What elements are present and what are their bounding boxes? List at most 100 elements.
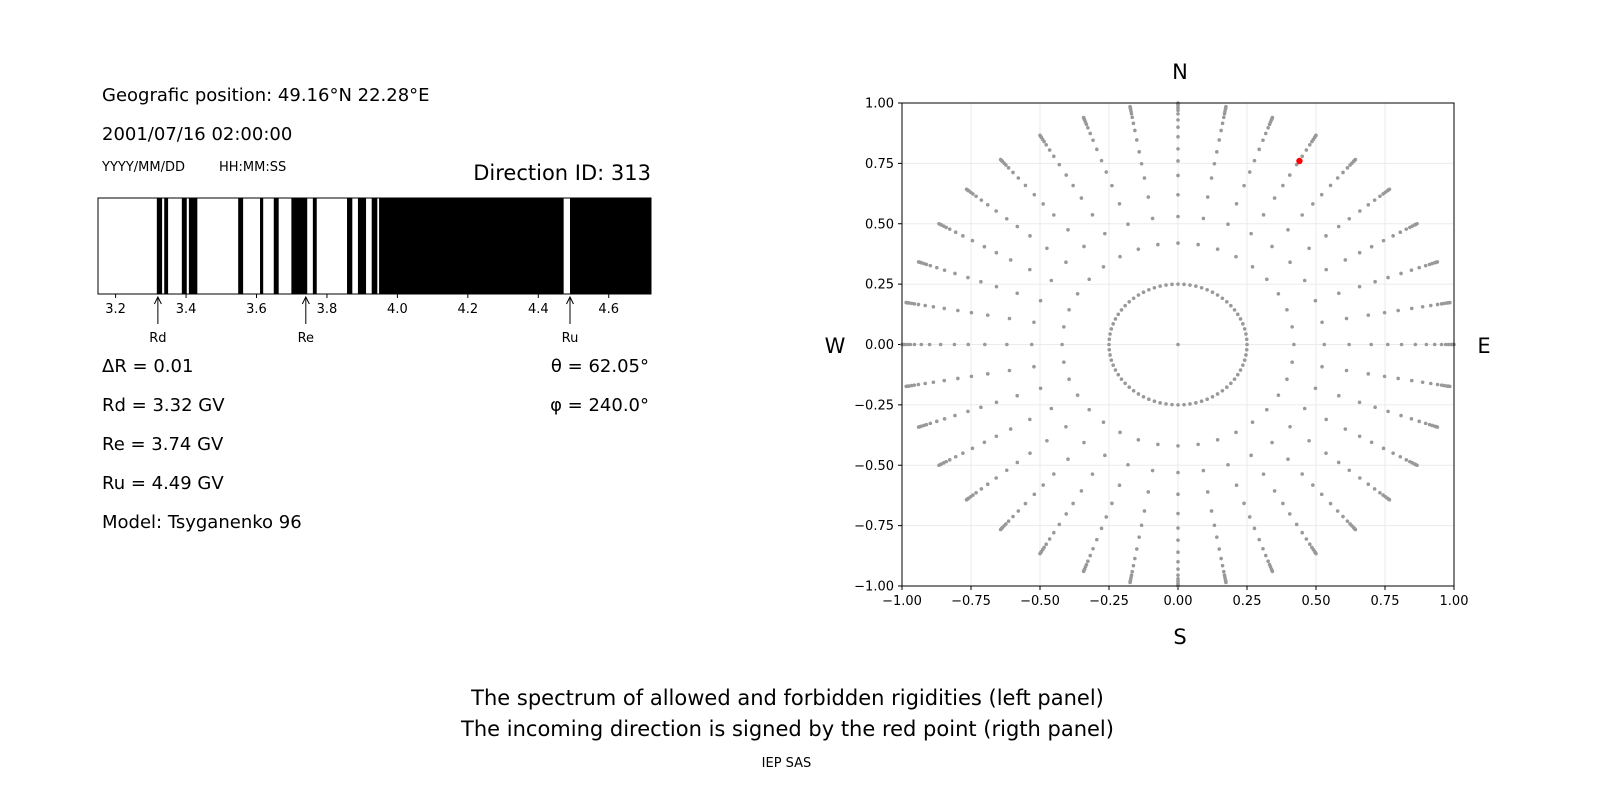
y-tick-label: −1.00 <box>854 580 894 595</box>
direction-point <box>1264 277 1269 282</box>
direction-point <box>1176 492 1180 497</box>
direction-point <box>1320 364 1324 369</box>
direction-point <box>1357 400 1362 405</box>
direction-point <box>1176 214 1180 219</box>
direction-point <box>928 421 933 426</box>
direction-point <box>1057 522 1062 527</box>
footer-credit: IEP SAS <box>761 756 812 771</box>
datetime: 2001/07/16 02:00:00 <box>102 124 293 145</box>
direction-point <box>1341 514 1345 519</box>
direction-point <box>956 308 960 313</box>
direction-point <box>1357 284 1362 289</box>
direction-point <box>1302 278 1307 283</box>
direction-point <box>1101 265 1106 269</box>
direction-point <box>1263 553 1268 558</box>
compass-e: E <box>1477 334 1490 358</box>
direction-point <box>1137 535 1141 539</box>
direction-point <box>1123 303 1127 308</box>
direction-point <box>1196 442 1200 447</box>
direction-point <box>1423 421 1428 426</box>
x-tick-label: 4.2 <box>457 302 478 317</box>
direction-point <box>1128 580 1132 585</box>
direction-point <box>1156 442 1160 447</box>
direction-point <box>1041 483 1045 487</box>
compass-n: N <box>1172 60 1188 84</box>
direction-point <box>1136 438 1141 442</box>
direction-point <box>1150 216 1155 221</box>
marker-arrowhead <box>566 295 574 305</box>
direction-point <box>1104 515 1109 519</box>
direction-point <box>1205 195 1210 199</box>
direction-point <box>1118 430 1122 435</box>
direction-point <box>938 342 943 347</box>
direction-point <box>1188 402 1192 406</box>
direction-point <box>1090 213 1095 217</box>
direction-point <box>1234 254 1238 259</box>
direction-point <box>969 310 974 315</box>
direction-point <box>953 413 957 418</box>
direction-point <box>1109 358 1114 362</box>
direction-point <box>1088 553 1093 558</box>
x-tick-label: 1.00 <box>1440 594 1469 609</box>
direction-point <box>1335 176 1340 180</box>
direction-point <box>1224 580 1228 585</box>
direction-point <box>979 405 983 410</box>
direction-point <box>1028 234 1032 238</box>
direction-point <box>1281 501 1285 506</box>
direction-point <box>1343 427 1348 431</box>
direction-point <box>1110 183 1114 188</box>
direction-point <box>974 194 978 199</box>
direction-point <box>1170 282 1174 287</box>
direction-point <box>953 454 958 459</box>
direction-point <box>1131 296 1136 301</box>
forbidden-band <box>371 198 378 294</box>
direction-point <box>1176 147 1180 151</box>
direction-point <box>998 157 1003 162</box>
direction-point <box>947 458 952 462</box>
direction-point <box>1245 342 1249 347</box>
direction-point <box>1366 313 1371 317</box>
direction-point <box>1016 509 1021 513</box>
direction-point <box>1242 183 1246 188</box>
direction-point <box>1041 202 1045 206</box>
direction-point <box>1136 293 1141 297</box>
direction-point <box>1358 476 1362 480</box>
x-tick-label: 0.50 <box>1302 594 1331 609</box>
direction-point <box>1023 501 1028 506</box>
direction-point <box>1147 397 1151 402</box>
direction-point <box>982 440 987 445</box>
re-value: Re = 3.74 GV <box>102 434 224 455</box>
direction-point <box>1344 316 1349 321</box>
direction-point <box>909 383 914 388</box>
direction-point <box>1032 492 1037 497</box>
direction-point <box>1118 254 1122 259</box>
direction-point <box>1276 291 1281 296</box>
x-tick-label: −0.50 <box>1020 594 1060 609</box>
direction-point <box>1176 241 1180 245</box>
y-tick-label: 0.25 <box>865 278 894 293</box>
direction-point <box>1038 133 1042 138</box>
direction-point <box>994 476 998 480</box>
direction-id: Direction ID: 313 <box>473 161 651 185</box>
direction-point <box>1420 380 1425 385</box>
direction-point <box>1286 228 1290 232</box>
direction-point <box>1369 342 1373 347</box>
direction-point <box>1337 291 1341 296</box>
direction-point <box>1142 176 1147 180</box>
direction-point <box>1067 377 1071 381</box>
direction-point <box>1109 327 1114 331</box>
direction-point <box>1311 202 1315 206</box>
x-tick-label: 4.4 <box>528 302 549 317</box>
direction-point <box>1424 342 1429 347</box>
direction-point <box>1409 417 1414 421</box>
direction-point <box>1004 468 1009 473</box>
direction-point <box>1220 296 1225 301</box>
direction-point <box>1108 353 1112 357</box>
ru-value: Ru = 4.49 GV <box>102 473 224 494</box>
direction-point <box>934 419 939 424</box>
direction-point <box>1045 438 1049 443</box>
direction-point <box>983 342 987 347</box>
direction-point <box>1194 284 1198 288</box>
direction-point <box>1347 468 1352 473</box>
direction-point <box>1188 283 1192 287</box>
